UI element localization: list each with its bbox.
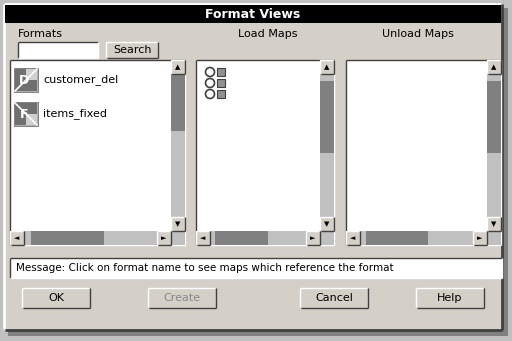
Bar: [171, 74, 185, 131]
Text: Format Views: Format Views: [205, 8, 301, 20]
Bar: [487, 60, 501, 74]
Text: ▼: ▼: [175, 221, 181, 227]
Bar: [320, 60, 334, 231]
Bar: [171, 60, 185, 74]
Bar: [5, 5, 501, 23]
Bar: [196, 231, 320, 245]
Bar: [14, 102, 38, 126]
Bar: [10, 60, 171, 231]
Bar: [217, 79, 225, 87]
Bar: [473, 231, 487, 245]
Bar: [346, 60, 487, 231]
Bar: [217, 68, 225, 76]
Bar: [171, 217, 185, 231]
Text: Search: Search: [113, 45, 151, 55]
Text: ▲: ▲: [324, 64, 330, 70]
Text: ►: ►: [477, 235, 483, 241]
Bar: [320, 60, 334, 74]
Bar: [487, 231, 501, 245]
Text: ▼: ▼: [324, 221, 330, 227]
Bar: [320, 81, 334, 153]
Bar: [487, 217, 501, 231]
Bar: [10, 231, 171, 245]
Bar: [171, 231, 185, 245]
Bar: [106, 42, 158, 58]
Text: Create: Create: [163, 293, 201, 303]
Bar: [15, 69, 37, 91]
Text: Cancel: Cancel: [315, 293, 353, 303]
Bar: [346, 231, 487, 245]
Bar: [15, 103, 37, 125]
Bar: [320, 231, 334, 245]
Bar: [22, 288, 90, 308]
Bar: [320, 217, 334, 231]
Text: Load Maps: Load Maps: [238, 29, 298, 39]
Text: OK: OK: [48, 293, 64, 303]
Text: ▼: ▼: [492, 221, 497, 227]
Text: Formats: Formats: [18, 29, 63, 39]
Bar: [10, 258, 502, 278]
Bar: [157, 231, 171, 245]
Bar: [14, 68, 38, 92]
Text: ▲: ▲: [492, 64, 497, 70]
Text: ►: ►: [161, 235, 167, 241]
Bar: [306, 231, 320, 245]
Bar: [26, 114, 37, 125]
Bar: [171, 60, 185, 231]
Text: ◄: ◄: [350, 235, 356, 241]
Text: ▲: ▲: [175, 64, 181, 70]
Bar: [366, 231, 428, 245]
Bar: [487, 60, 501, 231]
Bar: [196, 60, 320, 231]
Text: ◄: ◄: [14, 235, 19, 241]
Bar: [196, 231, 210, 245]
Bar: [148, 288, 216, 308]
Text: D: D: [19, 74, 29, 88]
Bar: [300, 288, 368, 308]
Text: Unload Maps: Unload Maps: [382, 29, 454, 39]
Bar: [10, 231, 24, 245]
Bar: [217, 90, 225, 98]
Text: Message: Click on format name to see maps which reference the format: Message: Click on format name to see map…: [16, 263, 394, 273]
Bar: [31, 231, 104, 245]
Text: ►: ►: [310, 235, 316, 241]
Text: Help: Help: [437, 293, 463, 303]
Bar: [26, 69, 37, 80]
Bar: [215, 231, 268, 245]
Bar: [346, 231, 360, 245]
Bar: [487, 81, 501, 153]
Text: F: F: [20, 108, 28, 121]
Text: items_fixed: items_fixed: [43, 108, 107, 119]
Bar: [18, 42, 98, 58]
Bar: [416, 288, 484, 308]
Text: customer_del: customer_del: [43, 75, 118, 86]
Text: ◄: ◄: [200, 235, 206, 241]
